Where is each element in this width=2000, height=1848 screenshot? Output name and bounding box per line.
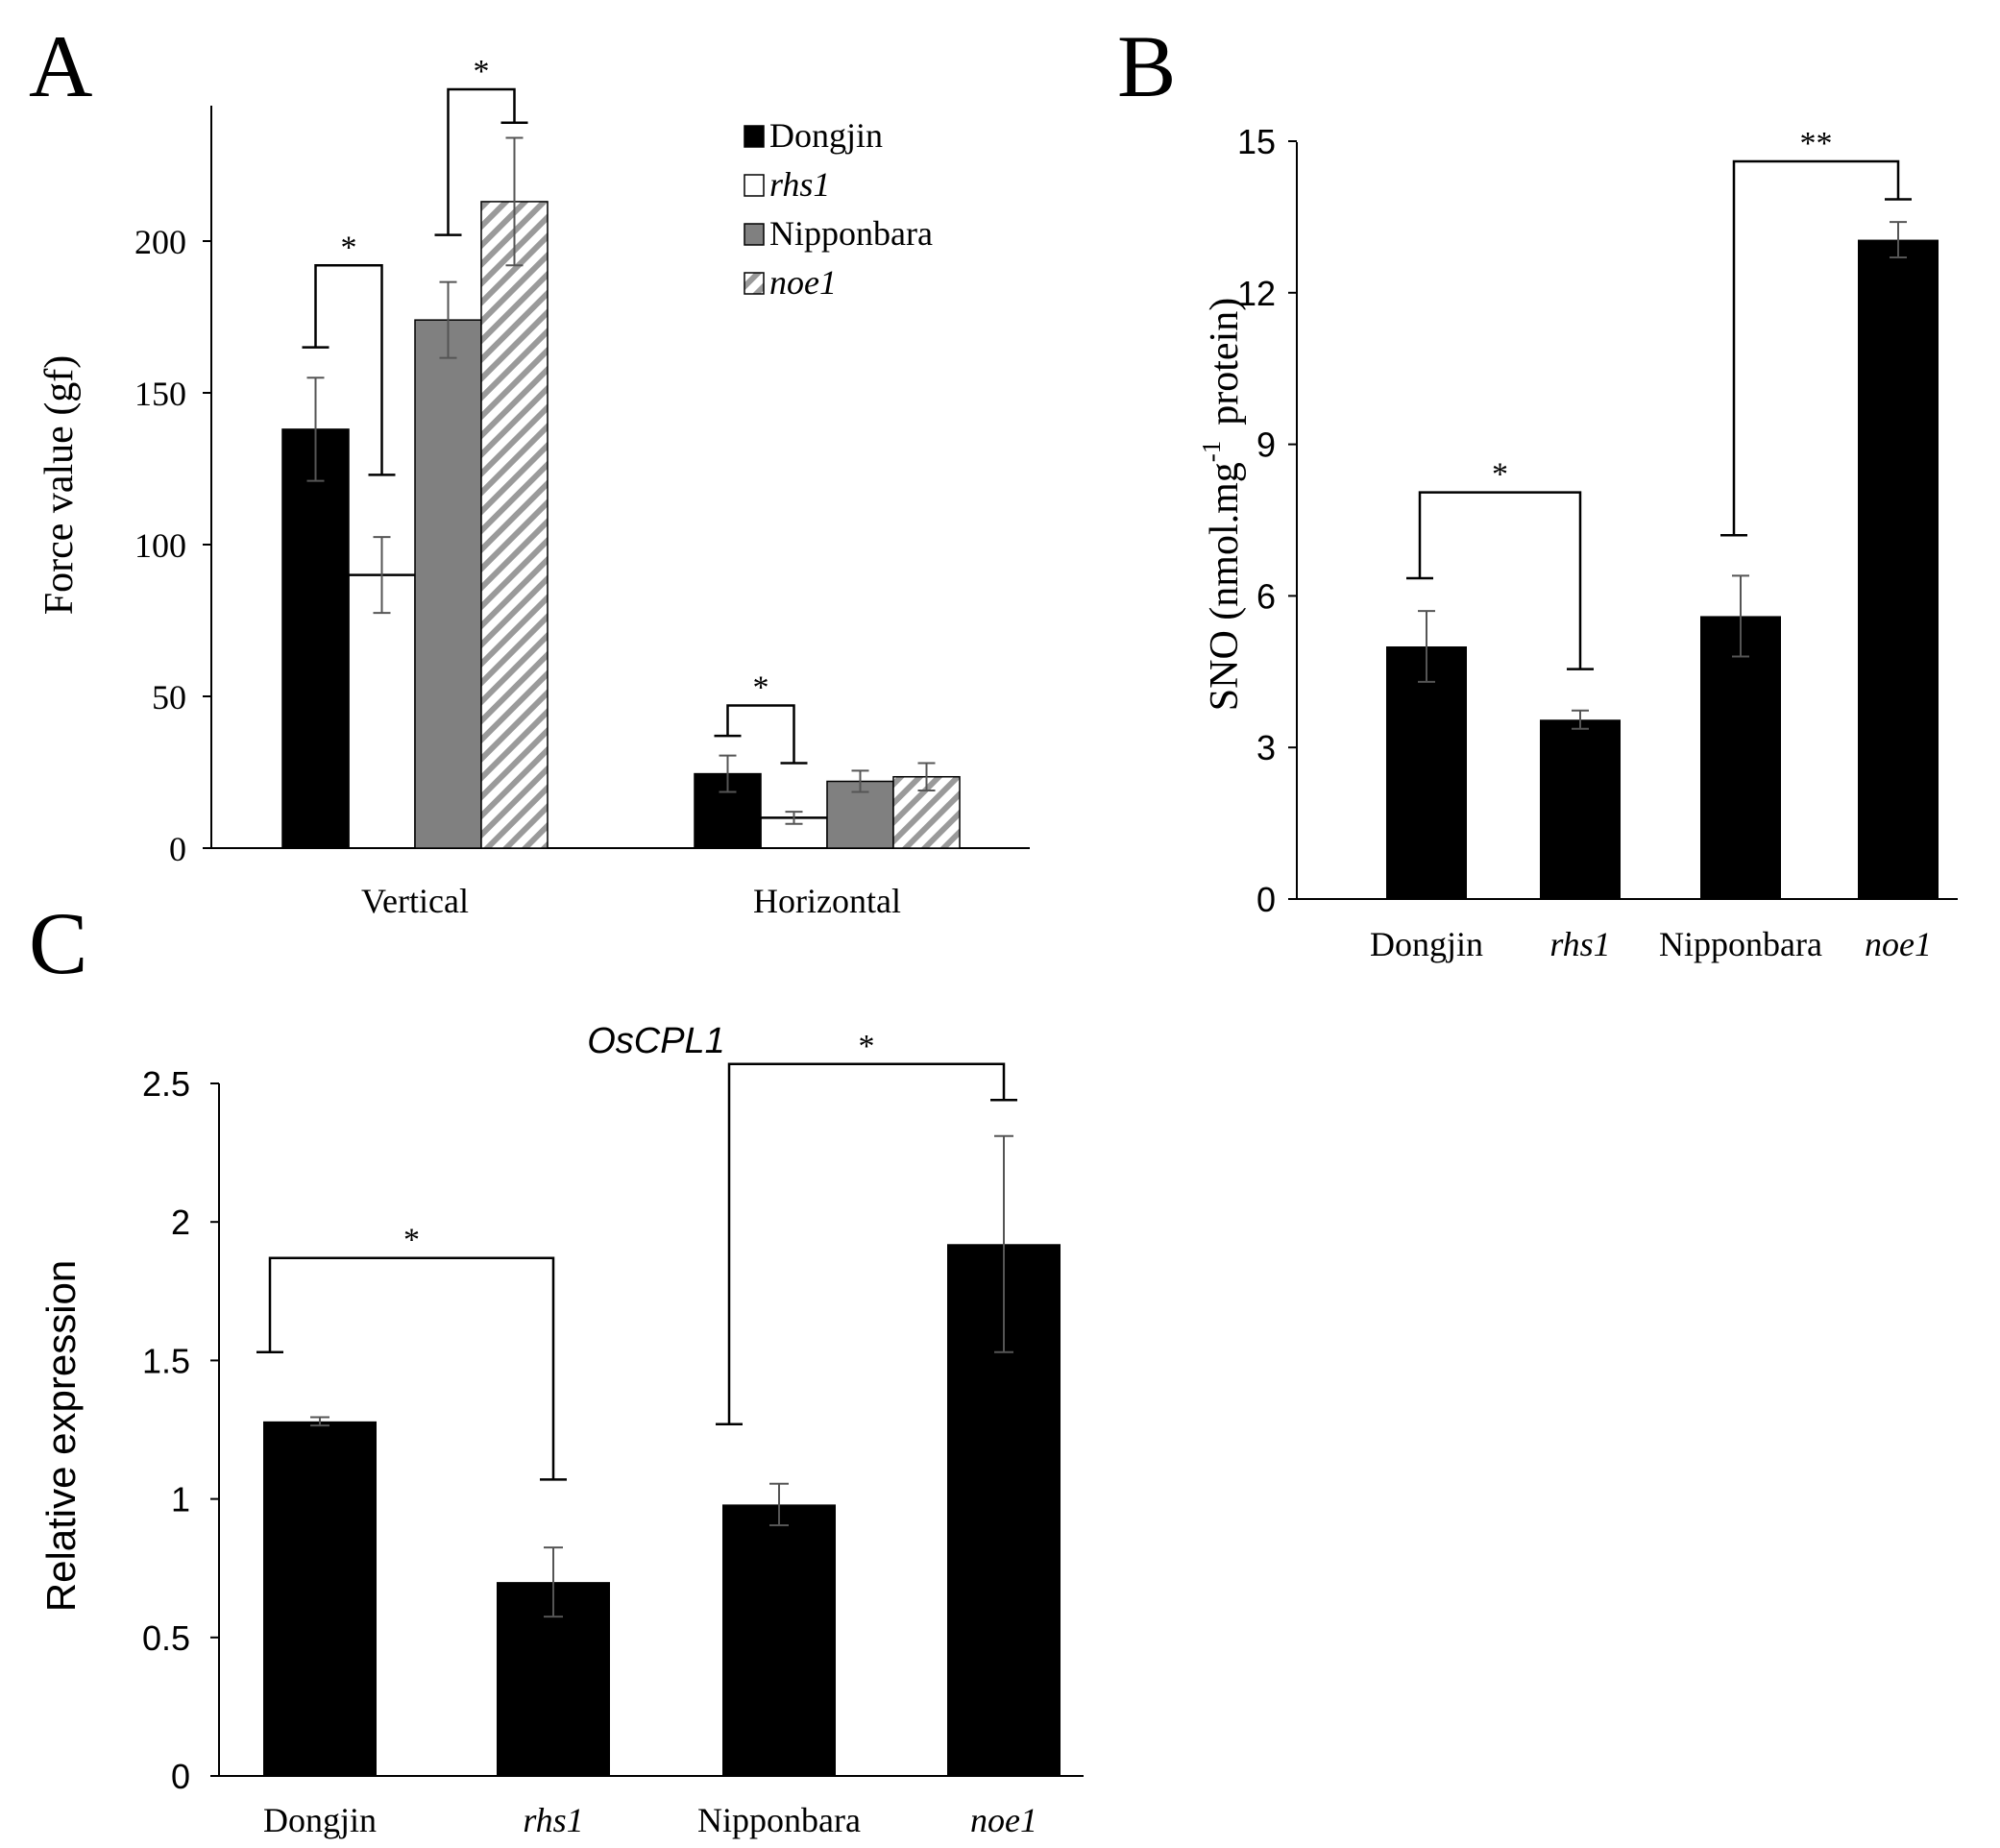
panel-c-significance-bracket xyxy=(727,1062,1006,1424)
panel-c-x-tick-label: noe1 xyxy=(970,1801,1037,1839)
panel-b-y-tick-label: 0 xyxy=(1256,880,1276,919)
panel-b-significance-bracket xyxy=(1732,159,1900,536)
panel-c-y-tick-label: 2 xyxy=(171,1203,190,1242)
panel-b-bar xyxy=(1386,646,1467,899)
panel-c-y-axis-label: Relative expression xyxy=(38,1260,84,1613)
panel-c-y-tick-label: 1 xyxy=(171,1480,190,1520)
panel-a-y-tick-label: 100 xyxy=(134,526,186,565)
panel-a-significance-bracket xyxy=(314,264,383,475)
panel-b-y-tick-label: 9 xyxy=(1256,426,1276,465)
panel-a-bar xyxy=(414,319,482,849)
panel-a-legend-label: Nipponbara xyxy=(769,214,933,253)
panel-a-significance-bracket-label: * xyxy=(341,230,357,265)
panel-a-legend-swatch xyxy=(744,272,765,295)
panel-b-bar xyxy=(1540,719,1621,899)
panel-a-legend-swatch xyxy=(744,174,765,197)
panel-c-bar xyxy=(722,1504,836,1776)
panel-b-sno-chart: B SNO (nmol.mg-1 protein) 0 3 6 9 12 15 Dongjin… xyxy=(1117,17,1958,963)
panel-c-significance-bracket xyxy=(268,1256,555,1480)
panel-b-y-tick-label: 3 xyxy=(1256,728,1276,767)
panel-b-y-axis-label: SNO (nmol.mg-1 protein) xyxy=(1197,298,1247,711)
panel-a-legend: Dongjin rhs1 Nipponbara noe1 xyxy=(744,116,933,302)
panel-a-y-tick-label: 0 xyxy=(169,830,186,868)
panel-a-y-tick-label: 200 xyxy=(134,223,186,261)
panel-a-y-tick-label: 50 xyxy=(152,678,186,717)
panel-b-x-tick-label: Dongjin xyxy=(1370,925,1483,963)
panel-c-significance-bracket-label: * xyxy=(403,1223,420,1258)
panel-c-y-tick-label: 0 xyxy=(171,1757,190,1796)
panel-c-bar xyxy=(263,1421,377,1776)
panel-a-legend-swatch xyxy=(744,125,765,148)
panel-b-bar xyxy=(1858,239,1939,899)
panel-a-bar xyxy=(480,201,549,849)
panel-b-x-tick-label: noe1 xyxy=(1865,925,1932,963)
panel-b-y-tick-label: 6 xyxy=(1256,576,1276,616)
panel-b-y-tick-label: 15 xyxy=(1237,122,1276,161)
panel-b-x-tick-label: rhs1 xyxy=(1549,925,1610,963)
panel-b-letter: B xyxy=(1117,17,1176,115)
panel-a-significance-bracket xyxy=(726,704,795,764)
panel-c-x-tick-label: Nipponbara xyxy=(697,1801,861,1839)
panel-a-significance-bracket xyxy=(447,87,516,235)
panel-c-letter: C xyxy=(29,894,87,992)
panel-c-x-tick-label: Dongjin xyxy=(263,1801,377,1839)
panel-b-y-axis-label-main: SNO (nmol.mg xyxy=(1203,462,1247,711)
panel-c-expression-chart: C OsCPL1 Relative expression 0 0.5 1 1.5 2 2.… xyxy=(29,894,1084,1839)
panel-c-y-tick-label: 0.5 xyxy=(142,1618,190,1658)
panel-a-x-tick-label: Horizontal xyxy=(753,882,901,920)
panel-a-y-tick-label: 150 xyxy=(134,375,186,413)
panel-a-legend-label: rhs1 xyxy=(769,165,830,204)
panel-a-y-axis-label: Force value (gf) xyxy=(37,355,82,616)
panel-c-significance-bracket-label: * xyxy=(859,1029,875,1064)
panel-a-legend-label: noe1 xyxy=(769,263,837,302)
panel-a-significance-bracket-label: * xyxy=(753,669,769,705)
panel-a-force-chart: A Force value (gf) 0 50 100 150 200 Vertical H… xyxy=(29,17,1030,920)
panel-a-legend-swatch xyxy=(744,223,765,246)
panel-b-y-axis-label-tail: protein) xyxy=(1203,298,1247,426)
panel-c-y-tick-label: 1.5 xyxy=(142,1341,190,1380)
panel-c-title: OsCPL1 xyxy=(587,1021,725,1061)
panel-a-x-tick-label: Vertical xyxy=(361,882,469,920)
panel-b-y-tick-label: 12 xyxy=(1237,274,1276,313)
panel-a-significance-bracket-label: * xyxy=(474,54,490,89)
panel-b-significance-bracket-label: * xyxy=(1492,457,1508,493)
panel-a-legend-label: Dongjin xyxy=(769,116,883,155)
panel-b-significance-bracket xyxy=(1418,491,1582,669)
panel-b-x-tick-label: Nipponbara xyxy=(1659,925,1822,963)
panel-b-y-axis-label-superscript: -1 xyxy=(1197,441,1226,463)
panel-c-x-tick-label: rhs1 xyxy=(523,1801,583,1839)
panel-b-bar xyxy=(1700,616,1781,899)
panel-b-significance-bracket-label: ** xyxy=(1800,126,1833,161)
panel-a-bar xyxy=(281,428,350,849)
panel-c-y-tick-label: 2.5 xyxy=(142,1064,190,1104)
panel-a-letter: A xyxy=(29,17,92,115)
